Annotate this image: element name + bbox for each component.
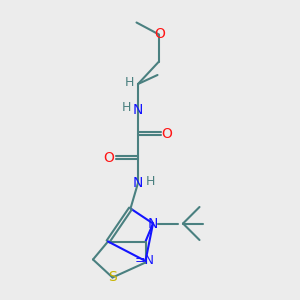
Text: H: H <box>146 175 155 188</box>
Text: H: H <box>122 100 131 114</box>
Text: N: N <box>133 176 143 190</box>
Text: O: O <box>154 28 165 41</box>
Text: O: O <box>103 151 114 164</box>
Text: =N: =N <box>135 254 155 268</box>
Text: O: O <box>162 127 172 140</box>
Text: S: S <box>108 270 117 284</box>
Text: N: N <box>133 103 143 116</box>
Text: H: H <box>124 76 134 89</box>
Text: N: N <box>148 217 158 230</box>
